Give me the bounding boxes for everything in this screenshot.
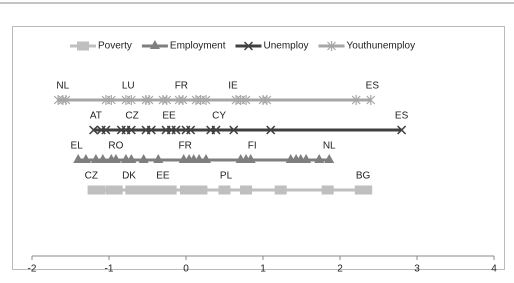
marker (80, 154, 91, 163)
marker (162, 95, 172, 105)
x-tick-label: -1 (105, 264, 114, 275)
marker (194, 154, 205, 163)
x-tick-label: 0 (183, 264, 189, 275)
point-label: NL (323, 141, 336, 152)
marker (125, 185, 138, 195)
marker (110, 154, 121, 163)
point-label: CZ (85, 171, 98, 182)
marker (314, 154, 325, 163)
marker (132, 185, 145, 195)
marker (77, 41, 89, 51)
marker (110, 185, 123, 195)
point-label: EL (71, 141, 84, 152)
marker (324, 154, 335, 163)
marker (126, 125, 136, 135)
legend-label: Poverty (98, 41, 132, 52)
marker (240, 185, 253, 195)
x-tick-label: 1 (260, 264, 266, 275)
marker (138, 154, 149, 163)
point-label: DK (122, 171, 136, 182)
point-label: FI (248, 141, 257, 152)
marker (106, 95, 116, 105)
marker (187, 185, 200, 195)
marker (156, 185, 169, 195)
marker (89, 125, 99, 135)
point-label: AT (90, 111, 102, 122)
marker (262, 95, 272, 105)
point-label: ES (366, 81, 380, 92)
legend-label: Employment (170, 41, 226, 52)
point-label: BG (356, 171, 371, 182)
marker (61, 95, 71, 105)
marker (274, 185, 287, 195)
marker (153, 154, 164, 163)
marker (351, 95, 361, 105)
marker (360, 185, 373, 195)
marker (178, 95, 188, 105)
marker (397, 125, 407, 135)
point-label: RO (108, 141, 123, 152)
marker (266, 125, 276, 135)
x-tick-label: 2 (337, 264, 343, 275)
marker (186, 125, 196, 135)
marker (327, 41, 336, 51)
x-tick-label: 3 (414, 264, 420, 275)
marker (366, 95, 376, 105)
marker (301, 154, 312, 163)
point-label: EE (162, 111, 176, 122)
point-label: FR (179, 141, 192, 152)
point-label: PL (220, 171, 233, 182)
marker (321, 185, 334, 195)
legend-label: Youthunemploy (347, 41, 416, 52)
point-label: CY (212, 111, 226, 122)
marker (201, 95, 211, 105)
marker (149, 40, 160, 49)
point-label: FR (175, 81, 188, 92)
marker (101, 125, 111, 135)
marker (243, 41, 254, 51)
marker (139, 185, 152, 195)
marker (218, 185, 231, 195)
marker (241, 95, 251, 105)
marker (90, 154, 101, 163)
marker (245, 154, 256, 163)
marker (97, 154, 108, 163)
marker (147, 185, 160, 195)
point-label: NL (56, 81, 69, 92)
marker (126, 154, 137, 163)
marker (126, 95, 136, 105)
point-label: CZ (125, 111, 138, 122)
chart-frame (12, 26, 505, 270)
legend-label: Unemploy (263, 41, 308, 52)
marker (146, 125, 156, 135)
point-label: ES (395, 111, 409, 122)
marker (229, 125, 239, 135)
marker (211, 125, 221, 135)
marker (73, 154, 84, 163)
marker (180, 185, 192, 195)
marker (144, 95, 154, 105)
marker (195, 185, 208, 195)
marker (92, 185, 105, 195)
point-label: EE (156, 171, 170, 182)
x-tick-label: 4 (491, 264, 497, 275)
point-label: IE (228, 81, 238, 92)
marker (171, 125, 181, 135)
marker (164, 185, 177, 195)
marker (201, 154, 212, 163)
point-label: LU (122, 81, 135, 92)
x-tick-label: -2 (28, 264, 37, 275)
